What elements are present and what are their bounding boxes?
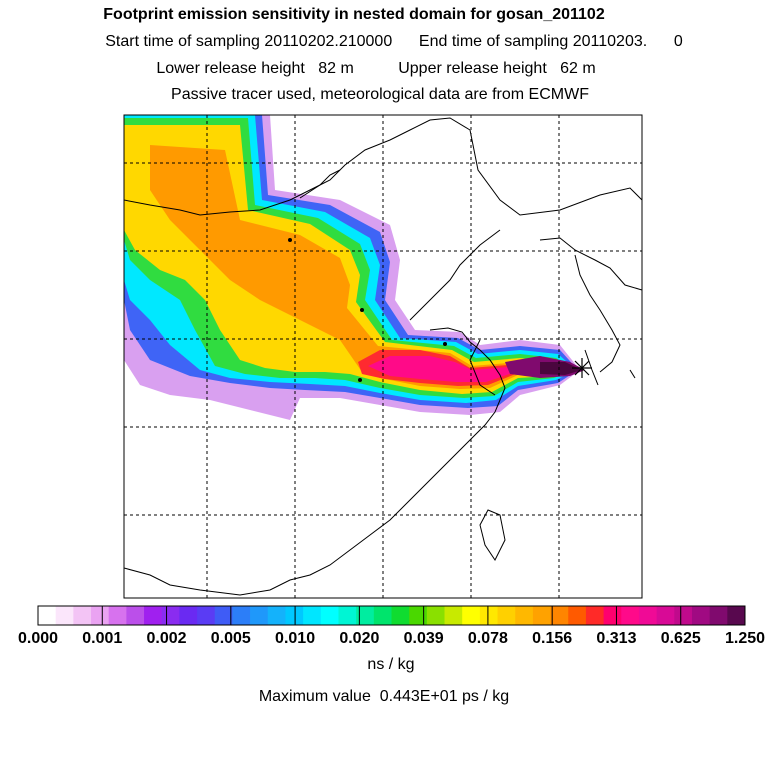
- colorbar: [38, 606, 746, 625]
- colorbar-segment: [691, 606, 711, 625]
- maximum-value: Maximum value 0.443E+01 ps / kg: [258, 688, 510, 705]
- colorbar-segment: [108, 606, 127, 625]
- colorbar-segment: [38, 606, 57, 625]
- colorbar-segment: [303, 606, 322, 625]
- colorbar-segment: [585, 606, 605, 625]
- receptor-star-icon: [572, 358, 592, 378]
- colorbar-segment: [55, 606, 74, 625]
- colorbar-tick-label: 1.250: [724, 630, 766, 647]
- colorbar-tick-label: 0.313: [596, 630, 637, 647]
- colorbar-tick-label: 0.005: [210, 630, 251, 647]
- colorbar-tick-label: 0.156: [532, 630, 573, 647]
- colorbar-segment: [214, 606, 233, 625]
- colorbar-segment: [250, 606, 269, 625]
- colorbar-units: ns / kg: [367, 656, 415, 673]
- colorbar-segment: [656, 606, 675, 625]
- sensitivity-contour-yellow: [124, 125, 572, 394]
- colorbar-tick-label: 0.020: [339, 630, 380, 647]
- colorbar-segment: [674, 606, 693, 625]
- colorbar-segment: [373, 606, 392, 625]
- footprint-field: [124, 115, 585, 420]
- colorbar-segment: [179, 606, 198, 625]
- colorbar-segment: [621, 606, 640, 625]
- colorbar-segment: [338, 606, 357, 625]
- colorbar-segment: [232, 606, 251, 625]
- colorbar-segment: [727, 606, 746, 625]
- colorbar-segment: [161, 606, 180, 625]
- colorbar-segment: [444, 606, 463, 625]
- colorbar-segment: [426, 606, 446, 625]
- colorbar-segment: [462, 606, 481, 625]
- graticule: [124, 115, 642, 598]
- colorbar-segment: [479, 606, 499, 625]
- colorbar-segment: [126, 606, 145, 625]
- colorbar-segment: [197, 606, 216, 625]
- sensitivity-contour-magenta: [368, 356, 566, 382]
- colorbar-segment: [515, 606, 534, 625]
- release-height-line: Lower release height 82 m Upper release …: [156, 60, 596, 77]
- colorbar-tick-label: 0.002: [146, 630, 187, 647]
- colorbar-tick-label: 0.000: [17, 630, 59, 647]
- tracer-info-line: Passive tracer used, meteorological data…: [171, 86, 589, 103]
- colorbar-segment: [356, 606, 375, 625]
- map-frame: [123, 114, 643, 599]
- colorbar-segment: [144, 606, 163, 625]
- colorbar-tick-label: 0.039: [403, 630, 444, 647]
- colorbar-segment: [532, 606, 552, 625]
- colorbar-segment: [497, 606, 516, 625]
- colorbar-tick-label: 0.078: [467, 630, 508, 647]
- colorbar-tick-label: 0.625: [660, 630, 701, 647]
- colorbar-segment: [568, 606, 587, 625]
- colorbar-segment: [267, 606, 286, 625]
- colorbar-segment: [709, 606, 728, 625]
- colorbar-tick-label: 0.010: [275, 630, 316, 647]
- colorbar-segment: [603, 606, 622, 625]
- colorbar-segment: [91, 606, 110, 625]
- colorbar-segment: [550, 606, 569, 625]
- colorbar-segment: [320, 606, 339, 625]
- colorbar-ticks: [37, 606, 746, 625]
- colorbar-segment: [285, 606, 304, 625]
- city-markers: [288, 238, 447, 382]
- sampling-time-line: Start time of sampling 20110202.210000 E…: [105, 33, 683, 50]
- colorbar-segment: [409, 606, 428, 625]
- colorbar-segment: [638, 606, 658, 625]
- colorbar-tick-label: 0.001: [82, 630, 123, 647]
- plot-title: Footprint emission sensitivity in nested…: [103, 6, 605, 23]
- coastlines: [124, 117, 642, 596]
- colorbar-segment: [73, 606, 92, 625]
- colorbar-segment: [391, 606, 410, 625]
- sensitivity-contour-peak: [540, 362, 582, 375]
